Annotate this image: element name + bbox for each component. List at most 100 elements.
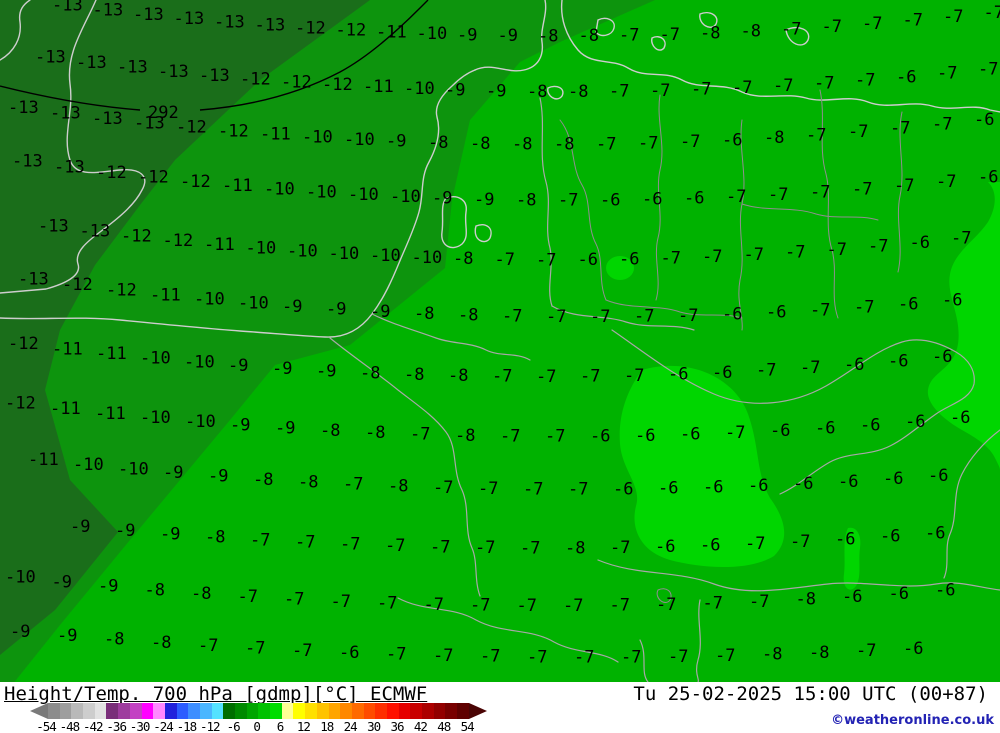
colorbar-cell: [71, 703, 84, 719]
temp-label: -7: [558, 191, 578, 211]
temp-label: -7: [937, 64, 957, 84]
temp-label: -9: [498, 26, 518, 46]
temp-label: -7: [978, 59, 998, 79]
colorbar-cell: [270, 703, 282, 719]
temp-label: -11: [260, 125, 291, 145]
temp-label: -7: [343, 475, 363, 495]
temp-label: -6: [815, 418, 835, 438]
temp-label: -8: [455, 426, 475, 446]
temp-label: -11: [52, 339, 83, 359]
temp-label: -6: [748, 476, 768, 496]
map-canvas: 292 -13 -13 -13 -13 -13 -13 -12 -12 -11 -10 -9 -9 -8…: [0, 0, 1000, 682]
temp-label: -12: [163, 231, 194, 251]
temp-label: -9: [98, 577, 118, 597]
temp-label: -13: [80, 222, 111, 242]
temp-label: -7: [936, 172, 956, 192]
temp-label: -6: [860, 415, 880, 435]
temp-label: -8: [554, 135, 574, 155]
colorbar-cell: [83, 703, 95, 719]
temp-label: -7: [702, 247, 722, 267]
temp-label: -7: [806, 125, 826, 145]
temp-label: -10: [264, 179, 295, 199]
colorbar-cell: [363, 703, 376, 719]
temp-label: -6: [880, 527, 900, 547]
temp-label: -6: [978, 168, 998, 188]
temp-label: -7: [852, 179, 872, 199]
temp-label: -12: [121, 227, 152, 247]
temp-label: -7: [810, 300, 830, 320]
colorbar-tick: 48: [437, 719, 451, 733]
state-borders: [559, 89, 903, 604]
colorbar-cell: [258, 703, 271, 719]
temp-label: -9: [228, 356, 248, 376]
temp-label: -7: [596, 134, 616, 154]
temp-label: -9: [316, 361, 336, 381]
temp-label: -7: [848, 122, 868, 142]
temp-label: -11: [222, 176, 253, 196]
temp-label: -6: [942, 291, 962, 311]
temp-label: -8: [764, 128, 784, 148]
temp-label: -6: [613, 479, 633, 499]
colorbar-cell: [59, 703, 72, 719]
temp-label: -11: [28, 450, 59, 470]
temp-label: -7: [890, 119, 910, 139]
temp-label: -7: [331, 592, 351, 612]
temp-label: -7: [951, 229, 971, 249]
colorbar-cell: [223, 703, 235, 719]
temp-label: -13: [76, 53, 107, 73]
temp-label: -12: [295, 18, 326, 38]
temp-label: -7: [500, 427, 520, 447]
temp-label: -6: [898, 294, 918, 314]
temp-label: -7: [478, 479, 498, 499]
temp-label: -7: [433, 478, 453, 498]
temp-label: -8: [453, 249, 473, 269]
temp-label: -7: [943, 7, 963, 27]
temp-label: -7: [590, 307, 610, 327]
temp-label: -7: [749, 592, 769, 612]
temp-label: -7: [385, 536, 405, 556]
colorbar-cell: [375, 703, 387, 719]
temp-label: -8: [527, 82, 547, 102]
temp-label: -10: [140, 408, 171, 428]
colorbar-tick: 18: [320, 719, 334, 733]
temp-label: -7: [563, 596, 583, 616]
temperature-labels: -13 -13 -13 -13 -13 -13 -12 -12 -11 -10 -9 -9 -8 -8 -7…: [5, 0, 1000, 667]
temp-label: -6: [642, 190, 662, 210]
temp-label: -9: [432, 189, 452, 209]
temp-label: -10: [246, 238, 277, 258]
colorbar-tick-labels: -54 -48 -42 -36 -30 -24 -18 -12 -6 0 6 12 18 24 30 36 42…: [30, 719, 480, 733]
temp-label: -7: [386, 645, 406, 665]
temp-label: -10: [417, 24, 448, 44]
colorbar-cell: [246, 703, 259, 719]
temperature-colorbar: [30, 703, 487, 719]
temp-label: -7: [691, 80, 711, 100]
temp-label: -7: [536, 250, 556, 270]
temp-label: -6: [903, 639, 923, 659]
temp-label: -7: [410, 425, 430, 445]
temp-label: -7: [785, 243, 805, 263]
temp-label: -13: [93, 1, 124, 21]
colorbar-cell: [293, 703, 306, 719]
temp-label: -6: [578, 250, 598, 270]
colorbar-cell: [457, 703, 469, 719]
temp-label: -9: [163, 463, 183, 483]
shade-light-strip: [843, 527, 861, 590]
temp-label: -10: [73, 455, 104, 475]
temp-label: -8: [762, 645, 782, 665]
temp-label: -7: [732, 78, 752, 98]
temp-label: -7: [517, 596, 537, 616]
temp-label: -9: [474, 190, 494, 210]
temp-label: -7: [621, 647, 641, 667]
temp-label: -10: [348, 185, 379, 205]
temp-label: -6: [590, 427, 610, 447]
temp-label: -8: [512, 135, 532, 155]
temp-label: -9: [57, 626, 77, 646]
temp-label: -7: [546, 307, 566, 327]
temp-label: -13: [174, 9, 205, 29]
colorbar-cell: [281, 703, 294, 719]
temp-label: -6: [974, 110, 994, 130]
temp-label: -11: [96, 344, 127, 364]
temp-label: -9: [70, 517, 90, 537]
temp-label: -7: [725, 423, 745, 443]
temp-label: -7: [810, 182, 830, 202]
